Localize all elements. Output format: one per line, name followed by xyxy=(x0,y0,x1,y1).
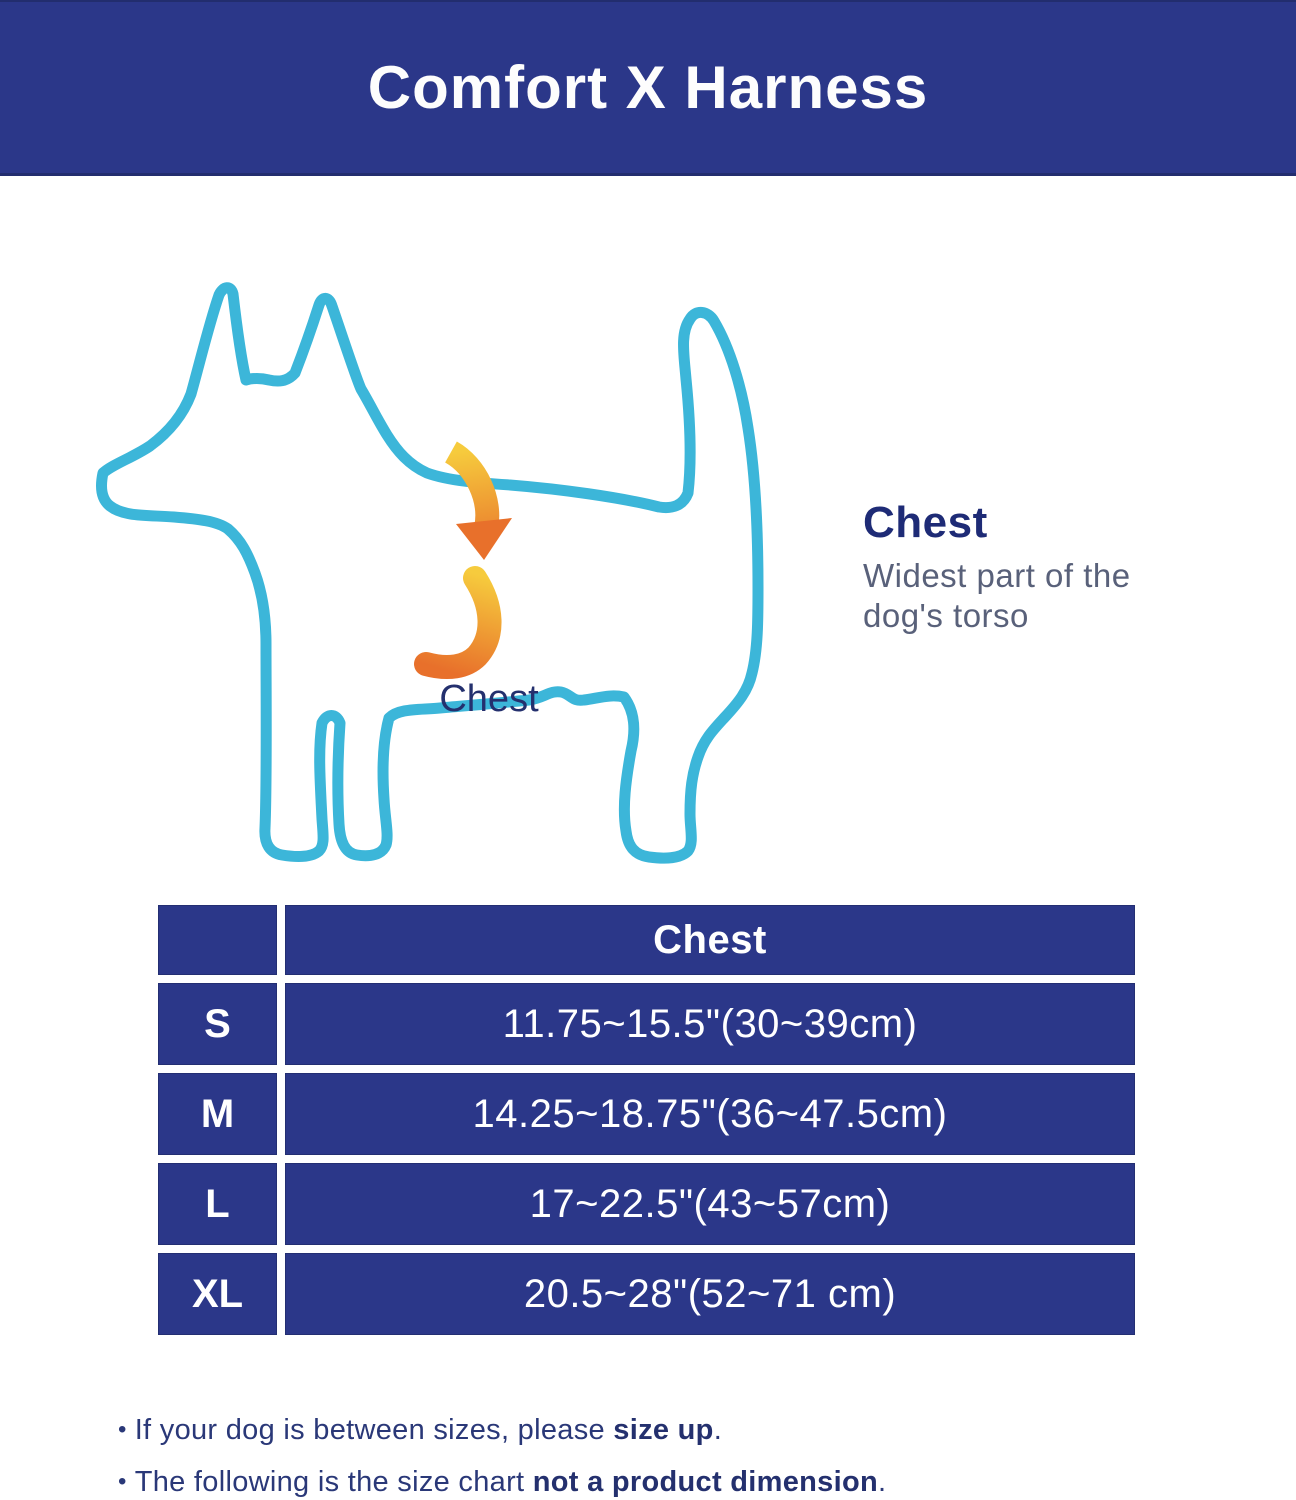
chest-value-cell: 14.25~18.75"(36~47.5cm) xyxy=(285,1073,1135,1155)
table-header-row: Chest xyxy=(158,905,1135,975)
chest-value: 17~22.5"(43~57cm) xyxy=(529,1181,891,1226)
footnote-not-product-dimension: • The following is the size chart not a p… xyxy=(118,1466,886,1499)
chest-callout: Chest Widest part of the dog's torso xyxy=(863,498,1193,635)
table-header-size-cell xyxy=(158,905,277,975)
footnote-text: If your dog is between sizes, please xyxy=(134,1414,614,1446)
page-title: Comfort X Harness xyxy=(367,54,929,121)
size-cell: XL xyxy=(158,1253,277,1335)
bullet-icon: • xyxy=(118,1416,127,1443)
table-row: M 14.25~18.75"(36~47.5cm) xyxy=(158,1073,1135,1155)
chest-value-cell: 20.5~28"(52~71 cm) xyxy=(285,1253,1135,1335)
table-header-chest-cell: Chest xyxy=(285,905,1135,975)
table-row: L 17~22.5"(43~57cm) xyxy=(158,1163,1135,1245)
size-cell: M xyxy=(158,1073,277,1155)
footnote-bold-text: not a product dimension xyxy=(532,1466,878,1498)
measure-arrowhead-icon xyxy=(456,518,512,560)
measure-arrow-lower-band xyxy=(414,566,502,680)
callout-title: Chest xyxy=(863,498,988,547)
chest-value: 11.75~15.5"(30~39cm) xyxy=(502,1001,918,1046)
size-table: Chest S 11.75~15.5"(30~39cm) M 14.25~18.… xyxy=(158,905,1135,1335)
table-row: XL 20.5~28"(52~71 cm) xyxy=(158,1253,1135,1335)
size-cell: L xyxy=(158,1163,277,1245)
footnote-size-up: • If your dog is between sizes, please si… xyxy=(118,1414,722,1447)
chest-value: 20.5~28"(52~71 cm) xyxy=(523,1271,897,1316)
table-row: S 11.75~15.5"(30~39cm) xyxy=(158,983,1135,1065)
size-label: S xyxy=(204,1001,231,1046)
chest-value-cell: 17~22.5"(43~57cm) xyxy=(285,1163,1135,1245)
header-band: Comfort X Harness xyxy=(0,0,1296,176)
chest-label: Chest xyxy=(439,678,539,720)
dog-outline xyxy=(96,282,764,864)
size-label: M xyxy=(200,1091,235,1136)
footnote-text: The following is the size chart xyxy=(134,1466,533,1498)
size-label: L xyxy=(205,1181,230,1226)
footnote-text: . xyxy=(713,1414,723,1446)
footnote-text: . xyxy=(878,1466,887,1498)
callout-description: Widest part of the dog's torso xyxy=(863,557,1131,634)
size-cell: S xyxy=(158,983,277,1065)
dog-measurement-diagram xyxy=(96,282,764,864)
chest-value: 14.25~18.75"(36~47.5cm) xyxy=(472,1091,948,1136)
bullet-icon: • xyxy=(118,1468,127,1495)
size-label: XL xyxy=(191,1271,244,1316)
footnote-bold-text: size up xyxy=(613,1414,714,1446)
column-header-label: Chest xyxy=(653,917,767,962)
chest-value-cell: 11.75~15.5"(30~39cm) xyxy=(285,983,1135,1065)
measure-arrow-upper-band xyxy=(444,441,500,531)
